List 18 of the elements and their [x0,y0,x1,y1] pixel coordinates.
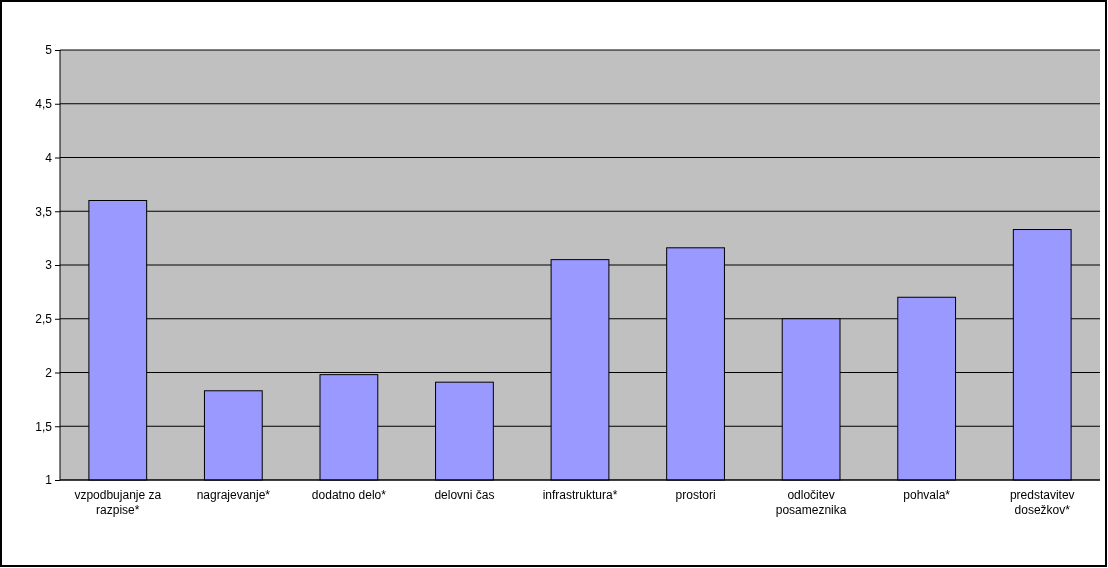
x-tick-label: pohvala* [903,487,951,502]
y-tick-label: 2,5 [35,312,53,327]
x-tick-label: dodatno delo* [311,487,387,502]
x-tick-label: delovni čas [434,487,495,502]
y-tick-label: 2 [45,365,53,380]
x-tick-label: nagrajevanje* [196,487,271,502]
x-tick-label: infrastruktura* [542,487,618,502]
x-tick-label: predstavitev dosežkov* [1009,487,1075,518]
y-tick-label: 5 [45,43,53,58]
y-tick-label: 4 [45,150,53,165]
x-tick-label: vzpodbujanje za razpise* [74,487,162,518]
y-tick-label: 3 [45,258,53,273]
x-tick-label: odločitev posameznika [775,487,847,518]
y-tick-label: 3,5 [35,204,53,219]
y-tick-label: 1,5 [35,419,53,434]
y-tick-label: 1 [45,473,53,488]
x-tick-label: prostori [675,487,716,502]
y-tick-label: 4,5 [35,97,53,112]
